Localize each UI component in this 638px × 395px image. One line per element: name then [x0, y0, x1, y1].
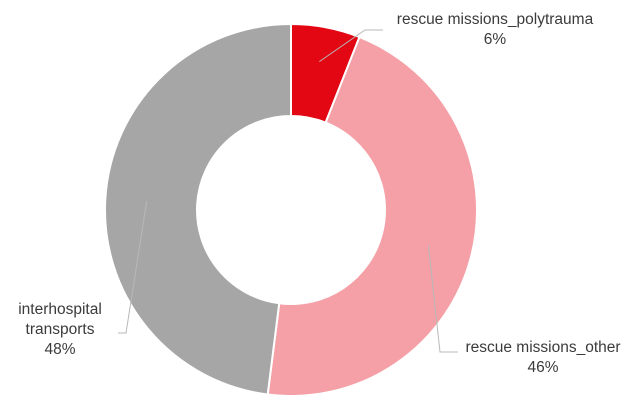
data-label-other: rescue missions_other 46% — [465, 339, 620, 376]
data-label-line: 46% — [527, 359, 558, 376]
leader-lines-group — [118, 29, 458, 353]
slices-group — [104, 22, 478, 395]
data-label-line: transports — [26, 321, 95, 338]
data-label-line: rescue missions_other — [465, 339, 620, 356]
data-labels-group: rescue missions_polytrauma 6%rescue missi… — [18, 11, 620, 376]
slice-interhospital — [104, 22, 292, 395]
data-label-line: 6% — [484, 31, 507, 48]
data-label-interhospital: interhospital transports 48% — [18, 301, 102, 358]
slice-other — [266, 35, 478, 395]
data-label-line: 48% — [44, 341, 75, 358]
data-label-line: rescue missions_polytrauma — [397, 11, 594, 28]
data-label-polytrauma: rescue missions_polytrauma 6% — [397, 11, 594, 48]
leader-line-polytrauma — [319, 29, 383, 63]
leader-line-interhospital — [118, 200, 148, 334]
data-label-line: interhospital — [18, 301, 102, 318]
leader-line-other — [427, 245, 458, 353]
